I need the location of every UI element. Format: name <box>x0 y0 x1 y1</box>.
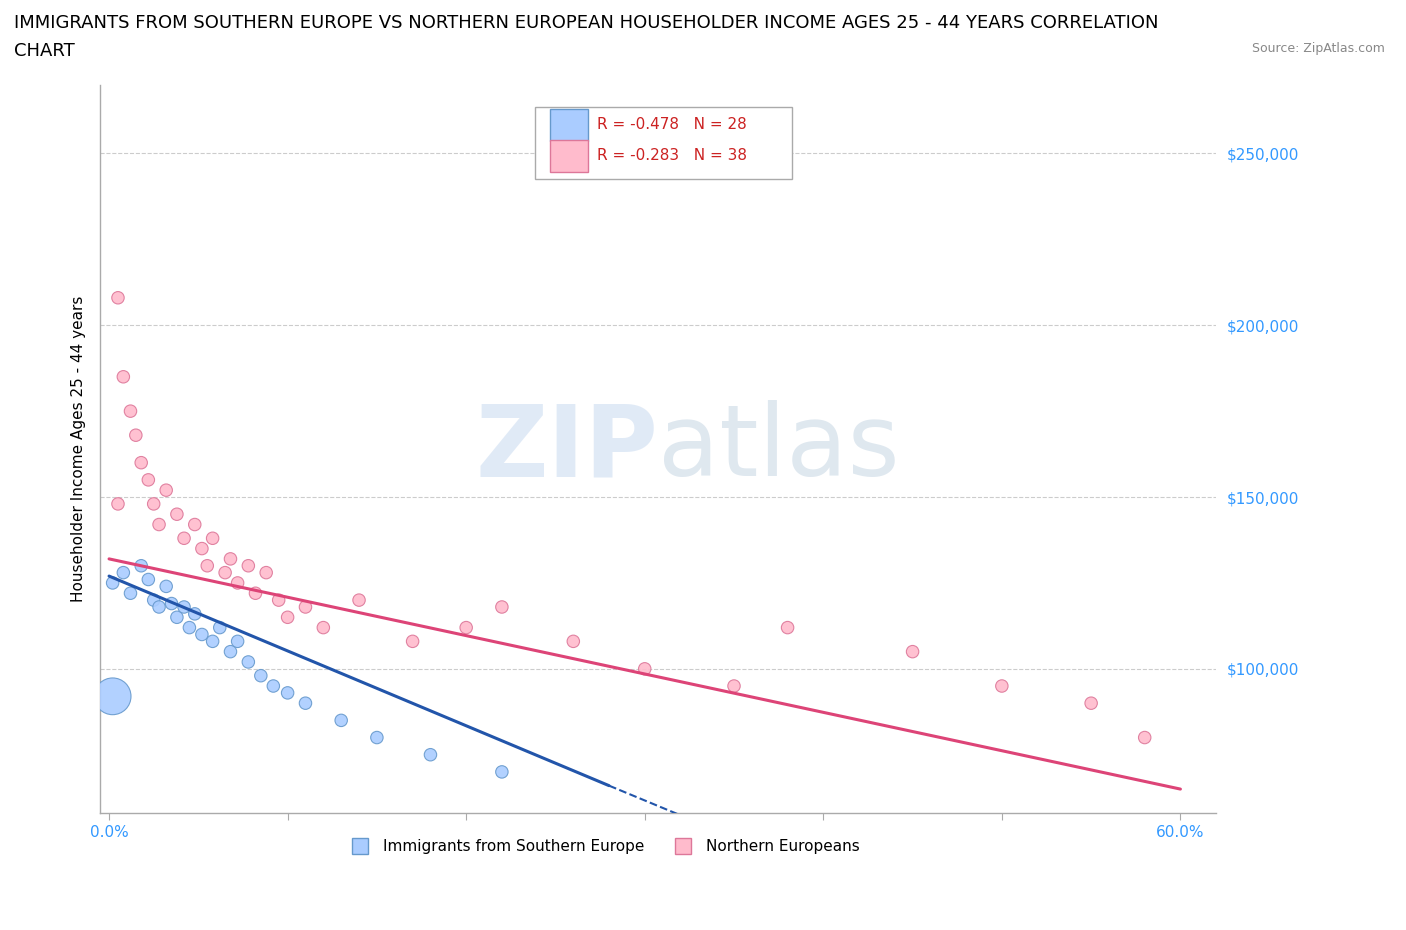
Point <box>456 620 478 635</box>
Point <box>262 679 284 694</box>
Point <box>991 679 1014 694</box>
Point <box>347 592 370 607</box>
Point <box>277 685 299 700</box>
Point <box>208 620 231 635</box>
Point <box>107 290 129 305</box>
FancyBboxPatch shape <box>550 109 588 141</box>
Point <box>294 696 316 711</box>
Point <box>366 730 388 745</box>
Legend: Immigrants from Southern Europe, Northern Europeans: Immigrants from Southern Europe, Norther… <box>339 833 866 860</box>
Point <box>138 572 160 587</box>
Point <box>191 541 214 556</box>
Text: ZIP: ZIP <box>475 401 658 498</box>
Point <box>112 369 135 384</box>
Point <box>166 507 188 522</box>
Point <box>219 551 242 566</box>
Point <box>195 558 218 573</box>
Point <box>120 586 142 601</box>
Point <box>129 558 152 573</box>
FancyBboxPatch shape <box>550 140 588 172</box>
Text: Source: ZipAtlas.com: Source: ZipAtlas.com <box>1251 42 1385 55</box>
Point <box>219 644 242 659</box>
Point <box>901 644 924 659</box>
Point <box>776 620 799 635</box>
Text: IMMIGRANTS FROM SOUTHERN EUROPE VS NORTHERN EUROPEAN HOUSEHOLDER INCOME AGES 25 : IMMIGRANTS FROM SOUTHERN EUROPE VS NORTH… <box>14 14 1159 32</box>
Point <box>277 610 299 625</box>
Point <box>254 565 277 580</box>
Point <box>214 565 236 580</box>
Point <box>1133 730 1156 745</box>
Point <box>125 428 148 443</box>
Point <box>250 669 273 684</box>
Point <box>330 713 353 728</box>
Point <box>401 634 423 649</box>
Point <box>201 531 224 546</box>
Point <box>267 592 290 607</box>
Point <box>129 456 152 471</box>
Point <box>173 600 195 615</box>
Point <box>112 565 135 580</box>
Point <box>107 497 129 512</box>
Point <box>120 404 142 418</box>
Point <box>312 620 335 635</box>
Point <box>142 592 165 607</box>
Point <box>634 661 657 676</box>
Point <box>191 627 214 642</box>
Point <box>1080 696 1102 711</box>
Point <box>226 634 249 649</box>
Point <box>142 497 165 512</box>
Point <box>238 655 260 670</box>
Point <box>173 531 195 546</box>
Point <box>201 634 224 649</box>
Point <box>166 610 188 625</box>
Text: atlas: atlas <box>658 401 900 498</box>
FancyBboxPatch shape <box>536 107 792 179</box>
Point <box>155 579 177 594</box>
Point <box>226 576 249 591</box>
Point <box>184 517 207 532</box>
Point <box>148 600 170 615</box>
Point <box>562 634 585 649</box>
Point <box>491 600 513 615</box>
Text: R = -0.283   N = 38: R = -0.283 N = 38 <box>596 148 747 164</box>
Point <box>179 620 201 635</box>
Point <box>238 558 260 573</box>
Point <box>160 596 183 611</box>
Point <box>294 600 316 615</box>
Text: CHART: CHART <box>14 42 75 60</box>
Point <box>155 483 177 498</box>
Point <box>184 606 207 621</box>
Point <box>138 472 160 487</box>
Point <box>101 576 124 591</box>
Point <box>101 689 124 704</box>
Point <box>491 764 513 779</box>
Y-axis label: Householder Income Ages 25 - 44 years: Householder Income Ages 25 - 44 years <box>72 296 86 602</box>
Point <box>148 517 170 532</box>
Point <box>419 748 441 763</box>
Point <box>245 586 267 601</box>
Text: R = -0.478   N = 28: R = -0.478 N = 28 <box>596 117 747 132</box>
Point <box>723 679 745 694</box>
